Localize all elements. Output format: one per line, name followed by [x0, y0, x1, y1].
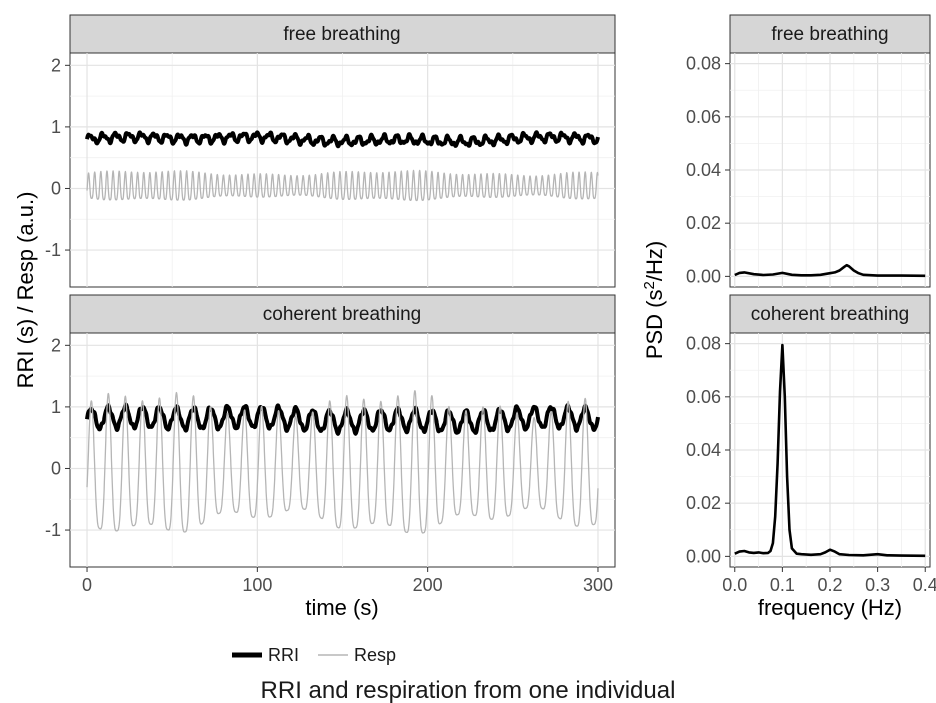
series-lines: [734, 263, 926, 278]
y-tick-label: 1: [51, 397, 61, 417]
grid: [730, 333, 930, 567]
panel-psd-free: free breathing 0.00 0.02 0.04 0.06 0.08: [686, 14, 931, 288]
series-lines: [734, 343, 926, 558]
series-rri-line: [85, 402, 600, 436]
figure-caption: RRI and respiration from one individual: [261, 677, 676, 703]
strip-coherent-right: [729, 294, 931, 334]
y-tick-label: 0.08: [686, 54, 721, 74]
strip-label: coherent breathing: [263, 304, 421, 325]
y-tick-label: 0.06: [686, 387, 721, 407]
strip-coherent-left: [69, 294, 616, 334]
y-tick-label: -1: [45, 240, 61, 260]
y-tick-label: 0.04: [686, 160, 721, 180]
y-tick-label: 0.02: [686, 213, 721, 233]
series-rri-line: [85, 130, 600, 149]
y-tick-label: 0.00: [686, 266, 721, 286]
y-tick-label: -1: [45, 520, 61, 540]
series-lines: [85, 390, 600, 534]
y-tick-label: 0.00: [686, 546, 721, 566]
series-psd-line: [734, 263, 926, 278]
y-axis-title-left: RRI (s) / Resp (a.u.): [13, 192, 38, 389]
x-tick-label: 300: [583, 575, 613, 595]
strip-label: free breathing: [771, 24, 888, 45]
x-axis-title-left: time (s): [305, 595, 378, 620]
legend-label-resp: Resp: [354, 645, 396, 665]
x-tick-label: 0.2: [817, 575, 842, 595]
y-tick-label: 2: [51, 55, 61, 75]
panel-psd-coherent: coherent breathing 0.0 0.1 0.2 0.3 0.40.000.…: [686, 294, 936, 595]
panel-time-free: free breathing -1 0 1 2: [45, 14, 616, 288]
grid: [70, 53, 615, 287]
tick-labels: 0.0 0.1 0.2 0.3 0.4 0.00 0.02 0.04 0.06 0.08: [686, 334, 936, 595]
y-tick-label: 0.06: [686, 107, 721, 127]
strip-free-right: [729, 14, 931, 54]
x-axis-title-right: frequency (Hz): [758, 595, 902, 620]
legend: RRI Resp: [232, 645, 396, 665]
y-tick-label: 0.02: [686, 493, 721, 513]
x-tick-label: 0.3: [865, 575, 890, 595]
x-tick-label: 100: [242, 575, 272, 595]
y-axis-title-right: PSD (s2/Hz): [641, 241, 667, 359]
x-tick-label: 0: [82, 575, 92, 595]
strip-label: coherent breathing: [751, 304, 909, 325]
strip-free-left: [69, 14, 616, 54]
x-tick-label: 0.0: [722, 575, 747, 595]
tick-labels: 0 100 200 300 -1 0 1 2: [45, 335, 613, 595]
y-tick-label: 0: [51, 178, 61, 198]
series-psd-line: [734, 343, 926, 558]
y-tick-label: 0.04: [686, 440, 721, 460]
x-tick-label: 200: [413, 575, 443, 595]
panel-time-coherent: coherent breathing 0 100 200 300 -1 0 1 2: [45, 294, 616, 595]
tick-labels: 0.00 0.02 0.04 0.06 0.08: [686, 54, 730, 286]
y-tick-label: 1: [51, 117, 61, 137]
x-tick-label: 0.1: [770, 575, 795, 595]
legend-label-rri: RRI: [268, 645, 299, 665]
tick-labels: -1 0 1 2: [45, 55, 70, 260]
y-tick-label: 0.08: [686, 334, 721, 354]
y-tick-label: 0: [51, 458, 61, 478]
strip-label: free breathing: [283, 24, 400, 45]
series-resp-line: [86, 390, 599, 534]
series-resp-line: [86, 169, 599, 202]
x-tick-label: 0.4: [913, 575, 936, 595]
series-lines: [85, 130, 600, 202]
y-tick-label: 2: [51, 335, 61, 355]
